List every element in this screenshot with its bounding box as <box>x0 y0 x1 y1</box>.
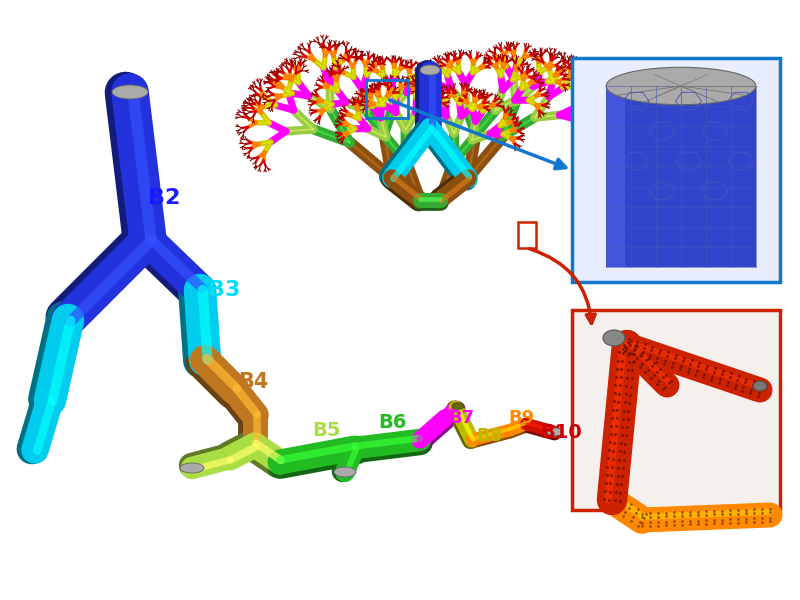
Bar <box>572 310 780 510</box>
Bar <box>681 86 756 267</box>
Bar <box>572 58 780 282</box>
Text: B4: B4 <box>238 372 268 392</box>
Ellipse shape <box>603 330 625 346</box>
Bar <box>366 80 408 118</box>
Text: B8: B8 <box>476 427 502 445</box>
Text: B7: B7 <box>448 409 474 427</box>
Ellipse shape <box>180 463 204 473</box>
Ellipse shape <box>753 381 767 391</box>
Ellipse shape <box>420 65 440 75</box>
Ellipse shape <box>606 67 756 105</box>
Ellipse shape <box>112 85 148 99</box>
Ellipse shape <box>452 403 464 409</box>
Text: B6: B6 <box>378 413 406 431</box>
Text: B5: B5 <box>312 421 340 439</box>
Ellipse shape <box>334 467 356 477</box>
Text: B10: B10 <box>540 422 582 442</box>
Ellipse shape <box>547 428 563 436</box>
Bar <box>606 86 756 267</box>
Text: B2: B2 <box>148 188 180 208</box>
Bar <box>518 222 536 248</box>
Text: B9: B9 <box>508 409 534 427</box>
Text: B3: B3 <box>208 280 240 300</box>
Bar <box>606 86 625 267</box>
